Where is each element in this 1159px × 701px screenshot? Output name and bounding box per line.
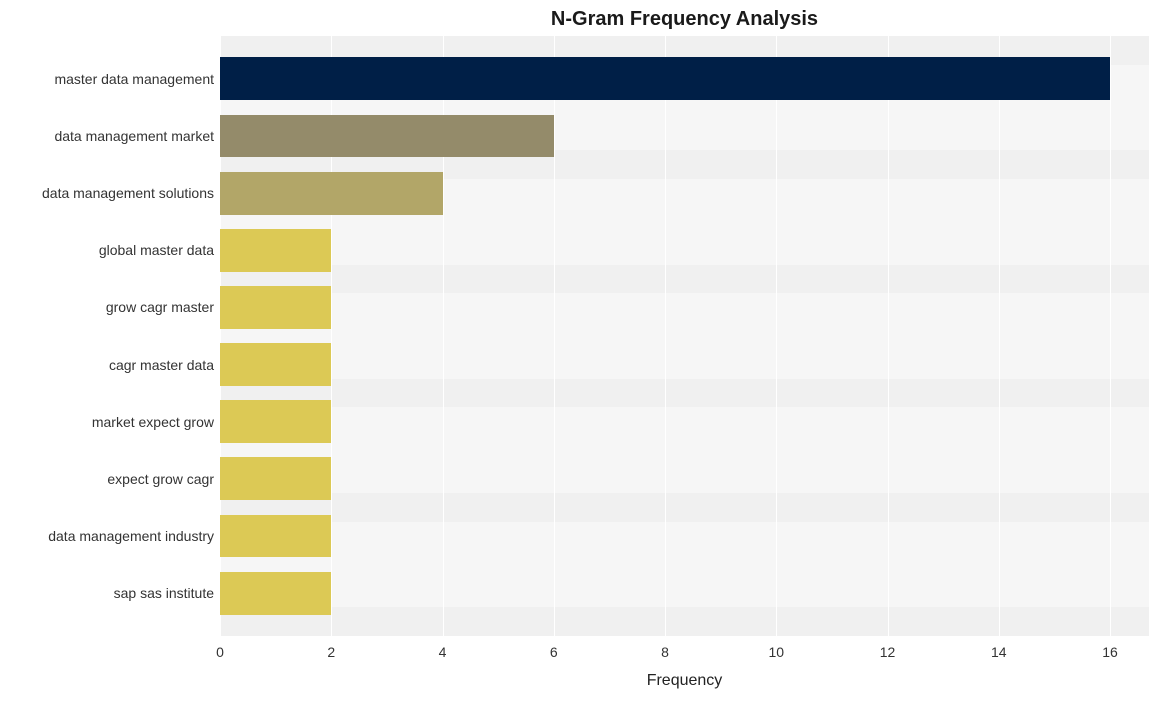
- bar: [220, 57, 1110, 100]
- y-tick-label: data management market: [4, 129, 214, 143]
- x-tick-label: 8: [645, 644, 685, 660]
- y-tick-label: global master data: [4, 243, 214, 257]
- row-band: [220, 607, 1149, 636]
- row-band: [220, 493, 1149, 522]
- bar: [220, 343, 331, 386]
- x-tick-label: 4: [423, 644, 463, 660]
- x-axis-label: Frequency: [220, 672, 1149, 690]
- bar: [220, 572, 331, 615]
- y-tick-label: grow cagr master: [4, 300, 214, 314]
- y-tick-label: expect grow cagr: [4, 472, 214, 486]
- bar: [220, 515, 331, 558]
- row-band: [220, 265, 1149, 294]
- bar: [220, 286, 331, 329]
- grid-line: [665, 36, 666, 636]
- x-tick-label: 12: [868, 644, 908, 660]
- y-tick-label: cagr master data: [4, 358, 214, 372]
- grid-line: [888, 36, 889, 636]
- x-tick-label: 0: [200, 644, 240, 660]
- grid-line: [999, 36, 1000, 636]
- bar: [220, 229, 331, 272]
- y-tick-label: master data management: [4, 72, 214, 86]
- bar: [220, 400, 331, 443]
- grid-line: [1110, 36, 1111, 636]
- grid-line: [776, 36, 777, 636]
- y-tick-label: data management solutions: [4, 186, 214, 200]
- bar: [220, 172, 443, 215]
- row-band: [220, 379, 1149, 408]
- x-tick-label: 2: [311, 644, 351, 660]
- x-tick-label: 16: [1090, 644, 1130, 660]
- x-tick-label: 14: [979, 644, 1019, 660]
- y-tick-label: data management industry: [4, 529, 214, 543]
- bar: [220, 115, 554, 158]
- x-tick-label: 10: [756, 644, 796, 660]
- plot-area: [220, 36, 1149, 636]
- y-tick-label: sap sas institute: [4, 586, 214, 600]
- y-tick-label: market expect grow: [4, 415, 214, 429]
- x-tick-label: 6: [534, 644, 574, 660]
- grid-line: [554, 36, 555, 636]
- chart-title: N-Gram Frequency Analysis: [220, 8, 1149, 31]
- ngram-chart: N-Gram Frequency Analysis Frequency mast…: [0, 0, 1159, 701]
- bar: [220, 457, 331, 500]
